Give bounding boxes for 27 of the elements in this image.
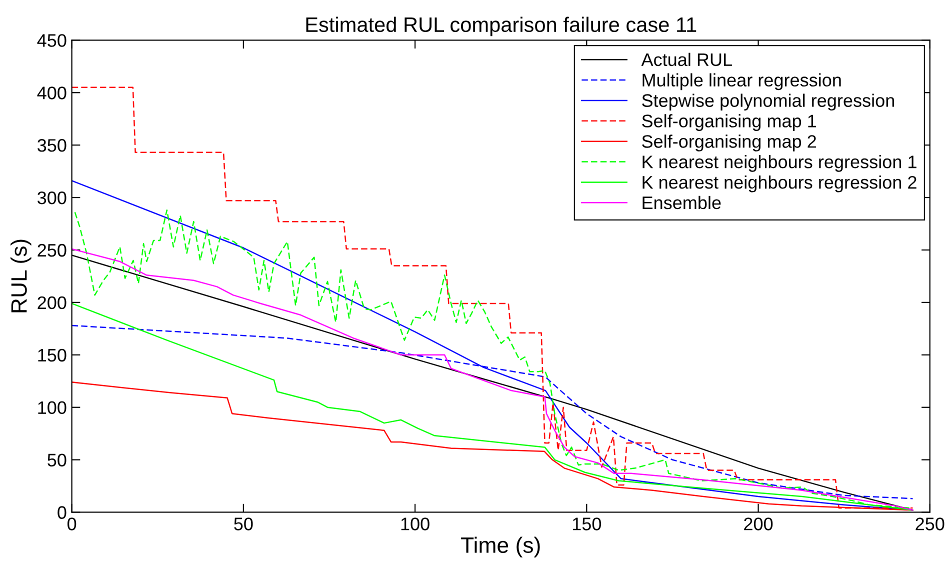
y-tick-label: 150 [38,348,66,362]
y-tick-label: 0 [58,506,66,519]
y-tick-label: 450 [37,34,66,47]
y-tick-label: 350 [38,139,66,152]
y-tick-label: 100 [38,401,66,414]
x-tick-label: 150 [572,518,602,530]
legend-label: K nearest neighbours regression 2 [642,175,916,192]
x-axis-title: Time (s) [461,536,540,558]
x-tick-label: 100 [401,518,430,530]
legend-label: Stepwise polynomial regression [642,94,894,111]
legend-label: Multiple linear regression [642,73,841,90]
x-tick-label: 0 [68,518,76,530]
legend-label: Actual RUL [641,52,732,66]
y-tick-label: 400 [37,86,66,100]
chart-title: Estimated RUL comparison failure case 11 [306,16,696,36]
y-tick-label: 250 [38,244,66,257]
legend-label: Ensemble [642,196,721,210]
y-tick-label: 50 [48,454,66,466]
y-axis-title: RUL (s) [10,240,32,312]
y-tick-label: 200 [38,296,66,310]
legend-label: K nearest neighbours regression 1 [642,155,916,172]
y-tick-label: 300 [38,191,66,204]
x-tick-label: 250 [916,518,944,530]
legend-label: Self-organising map 2 [642,134,816,152]
legend-label: Self-organising map 1 [642,114,816,131]
x-tick-label: 50 [234,518,253,530]
x-tick-label: 200 [744,518,773,530]
